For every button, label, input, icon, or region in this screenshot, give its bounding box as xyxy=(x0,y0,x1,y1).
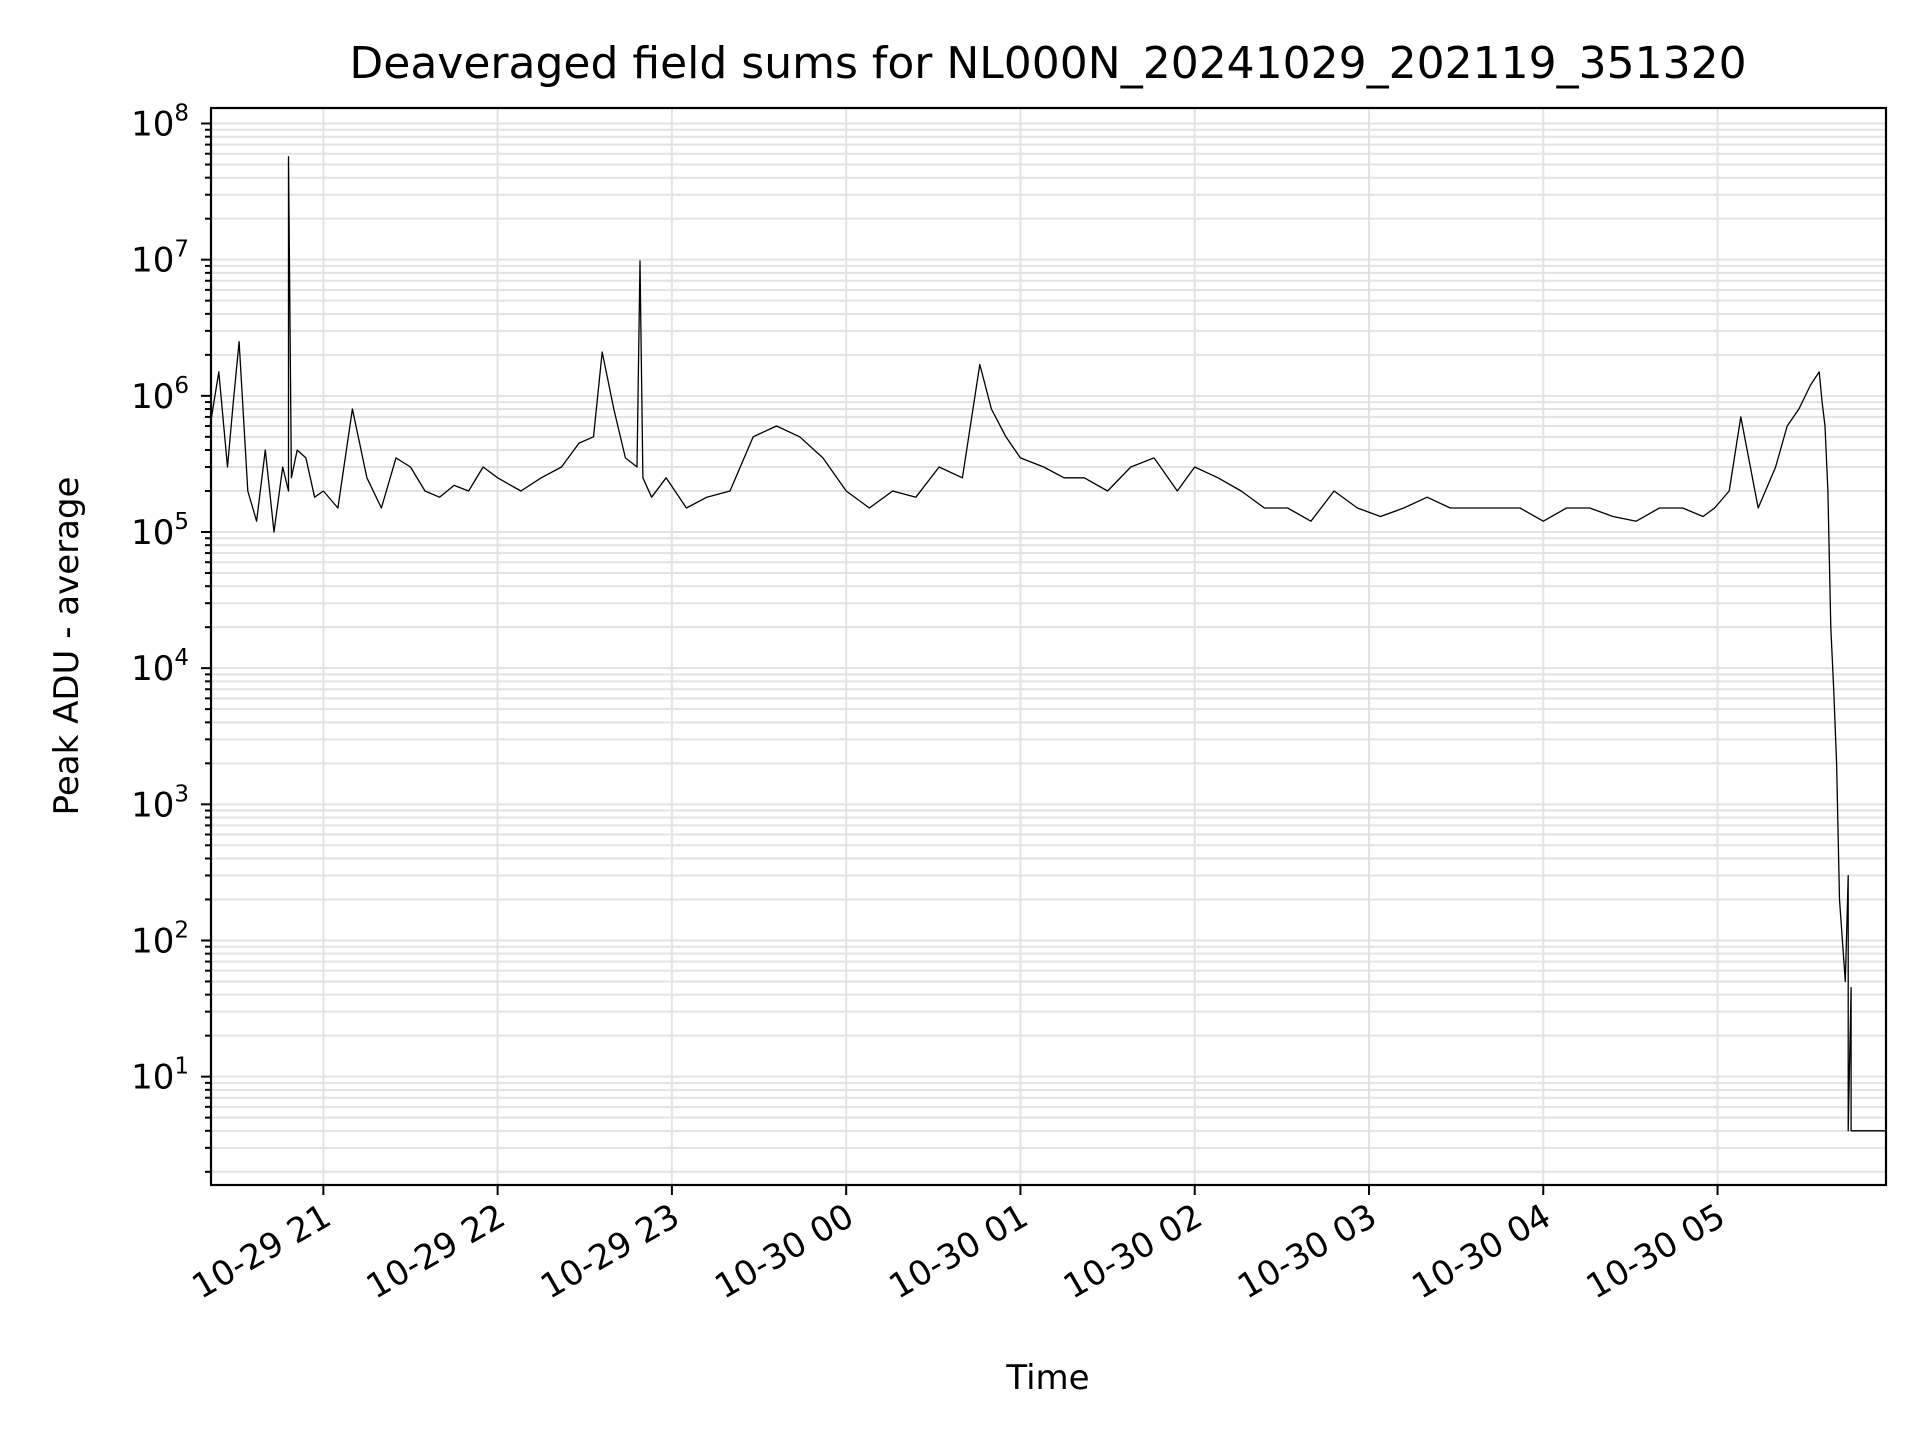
chart-title: Deaveraged field sums for NL000N_2024102… xyxy=(349,38,1746,89)
y-tick-label: 107 xyxy=(131,237,189,281)
y-axis-label: Peak ADU - average xyxy=(47,477,87,816)
grid xyxy=(211,108,1886,1185)
x-tick-label: 10-30 02 xyxy=(1057,1196,1209,1307)
y-tick-label: 106 xyxy=(131,373,189,417)
x-tick-label: 10-30 04 xyxy=(1405,1196,1557,1307)
y-tick-label: 102 xyxy=(131,917,189,961)
x-tick-label: 10-30 01 xyxy=(883,1196,1035,1307)
x-tick-label: 10-30 03 xyxy=(1231,1196,1383,1307)
x-tick-label: 10-30 00 xyxy=(708,1196,860,1307)
y-tick-label: 105 xyxy=(131,509,189,553)
y-tick-label: 104 xyxy=(131,645,189,689)
y-tick-label: 103 xyxy=(131,781,189,825)
x-tick-label: 10-29 23 xyxy=(534,1196,686,1307)
y-tick-label: 101 xyxy=(131,1054,189,1098)
x-tick-label: 10-30 05 xyxy=(1580,1196,1732,1307)
x-axis-label: Time xyxy=(1005,1358,1089,1398)
x-tick-label: 10-29 21 xyxy=(185,1196,337,1307)
series-layer xyxy=(209,156,1886,1132)
y-tick-label: 108 xyxy=(131,101,189,145)
plot-frame xyxy=(209,106,1888,1187)
x-tick-label: 10-29 22 xyxy=(360,1196,512,1307)
series-line xyxy=(209,156,1886,1132)
